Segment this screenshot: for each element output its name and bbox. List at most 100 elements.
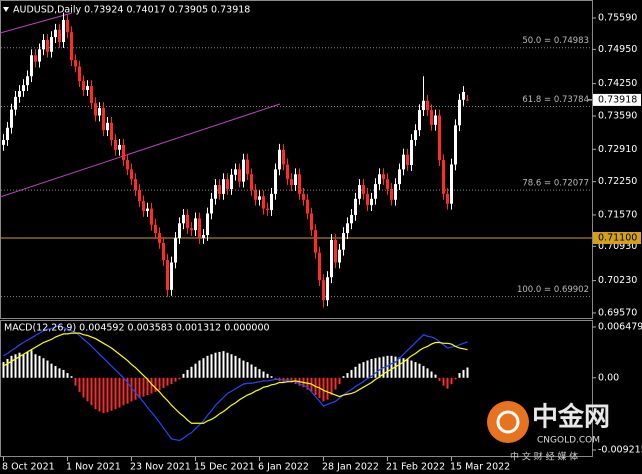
candle-body (194, 218, 197, 231)
candle-body (442, 160, 445, 194)
histogram-bar (250, 364, 253, 378)
candle-body (130, 169, 133, 180)
candle-body (186, 214, 189, 229)
price-tag-label: 0.71100 (598, 232, 637, 243)
histogram-bar (22, 354, 25, 378)
histogram-bar (14, 354, 17, 378)
histogram-bar (222, 351, 225, 378)
x-tick-label: 28 Jan 2022 (322, 462, 379, 473)
fib-level-label: 100.0 = 0.69902 (517, 285, 589, 295)
candle-body (166, 260, 169, 290)
x-tick-label: 15 Dec 2021 (194, 462, 255, 473)
histogram-bar (342, 376, 345, 378)
candle-body (298, 174, 301, 194)
histogram-bar (58, 368, 61, 378)
candle-body (422, 100, 425, 111)
x-tick-label: 15 Mar 2022 (450, 462, 510, 473)
candle-body (230, 174, 233, 189)
histogram-bar (166, 377, 169, 386)
histogram-bar (326, 377, 329, 400)
watermark-brand: 中金网 (532, 402, 610, 433)
histogram-bar (254, 366, 257, 378)
x-tick-label: 8 Oct 2021 (2, 462, 55, 473)
histogram-bar (350, 369, 353, 378)
watermark-logo (487, 401, 529, 443)
candle-body (98, 108, 101, 116)
histogram-bar (114, 377, 117, 410)
candle-body (182, 214, 185, 224)
candle-body (390, 188, 393, 200)
histogram-bar (426, 368, 429, 378)
candle-body (242, 159, 245, 182)
histogram-bar (146, 377, 149, 396)
candle-body (290, 179, 293, 186)
watermark-site: CNGOLD.COM (537, 436, 600, 446)
histogram-bar (398, 357, 401, 378)
candle-body (454, 125, 457, 165)
candle-body (118, 144, 121, 150)
histogram-bar (366, 360, 369, 378)
histogram-bar (390, 355, 393, 378)
histogram-bar (338, 377, 341, 385)
histogram-bar (418, 363, 421, 378)
histogram-bar (2, 362, 5, 378)
y-tick-label: 0.72250 (598, 176, 637, 187)
candle-body (282, 149, 285, 165)
histogram-bar (34, 354, 37, 378)
candle-body (70, 32, 73, 61)
histogram-bar (334, 377, 337, 390)
histogram-bar (118, 377, 121, 408)
candle-body (302, 193, 305, 200)
candle-body (410, 139, 413, 165)
candle-body (398, 169, 401, 185)
watermark-slogan: 中 文 财 经 媒 体 (510, 451, 578, 463)
histogram-bar (378, 357, 381, 378)
candle-body (58, 29, 61, 42)
candle-body (438, 115, 441, 161)
candle-body (406, 154, 409, 165)
candle-body (314, 230, 317, 253)
histogram-bar (190, 366, 193, 378)
candle-body (22, 85, 25, 91)
candle-body (198, 218, 201, 238)
histogram-bar (174, 377, 177, 382)
x-tick-label: 6 Jan 2022 (258, 462, 309, 473)
candle-body (258, 196, 261, 200)
candle-body (82, 81, 85, 91)
histogram-bar (46, 360, 49, 378)
candle-body (254, 189, 257, 200)
candle-body (322, 280, 325, 301)
candle-body (170, 262, 173, 290)
candle-body (330, 239, 333, 278)
histogram-bar (74, 377, 77, 386)
candle-body (278, 149, 281, 170)
histogram-bar (386, 355, 389, 378)
candle-body (270, 193, 273, 211)
histogram-bar (138, 377, 141, 399)
candle-body (102, 108, 105, 131)
candle-body (286, 164, 289, 180)
histogram-bar (214, 352, 217, 378)
histogram-bar (134, 377, 137, 400)
candle-body (418, 110, 421, 131)
candle-body (178, 223, 181, 238)
histogram-bar (178, 377, 181, 380)
histogram-bar (230, 354, 233, 378)
histogram-bar (258, 369, 261, 378)
candle-body (30, 55, 33, 77)
candle-body (10, 109, 13, 128)
histogram-bar (422, 366, 425, 378)
histogram-bar (130, 377, 133, 402)
plot-layer: 0.75590 0.74950 0.74250 0.73590 0.72910 0.722… (1, 12, 642, 473)
candle-body (226, 179, 229, 189)
histogram-bar (82, 377, 85, 398)
histogram-bar (434, 374, 437, 378)
histogram-bar (38, 355, 41, 378)
y-tick-label: 0.74250 (598, 78, 637, 89)
y-tick-label: 0.74950 (598, 44, 637, 55)
trend-line (0, 12, 73, 34)
candle-body (402, 154, 405, 170)
candle-body (50, 37, 53, 52)
candle-body (234, 169, 237, 175)
